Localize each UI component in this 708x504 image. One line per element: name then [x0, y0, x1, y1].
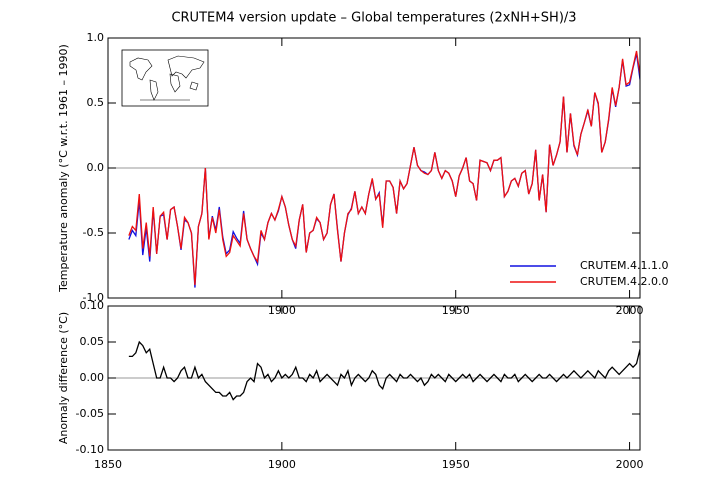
- x-tick-label: 1900: [268, 458, 296, 471]
- y-tick-label: -0.05: [76, 407, 104, 420]
- y-tick-label: 0.10: [80, 299, 105, 312]
- y-tick-label: -0.5: [83, 226, 104, 239]
- plot-frame: [107, 305, 641, 451]
- legend-label: CRUTEM.4.1.1.0: [580, 259, 669, 272]
- plot-frame: [107, 37, 641, 299]
- y-tick-label: -1.0: [83, 291, 104, 304]
- diff-line-1: [128, 340, 640, 401]
- x-tick-label: 1850: [94, 458, 122, 471]
- y-axis-label: Temperature anomaly (°C w.r.t. 1961 – 19…: [57, 44, 70, 293]
- y-tick-label: 0.05: [80, 335, 105, 348]
- y-tick-label: 0.00: [80, 371, 105, 384]
- y-tick-label: 1.0: [87, 31, 105, 44]
- x-tick-label: 1950: [442, 458, 470, 471]
- x-tick-label: 2000: [616, 458, 644, 471]
- map-inset: [121, 49, 209, 107]
- chart-title: CRUTEM4 version update – Global temperat…: [171, 11, 576, 26]
- series-line-0: [128, 50, 640, 286]
- y-axis-label: Anomaly difference (°C): [57, 312, 70, 444]
- y-tick-label: 0.0: [87, 161, 105, 174]
- y-tick-label: 0.5: [87, 96, 105, 109]
- legend-label: CRUTEM.4.2.0.0: [580, 275, 669, 288]
- y-tick-label: -0.10: [76, 443, 104, 456]
